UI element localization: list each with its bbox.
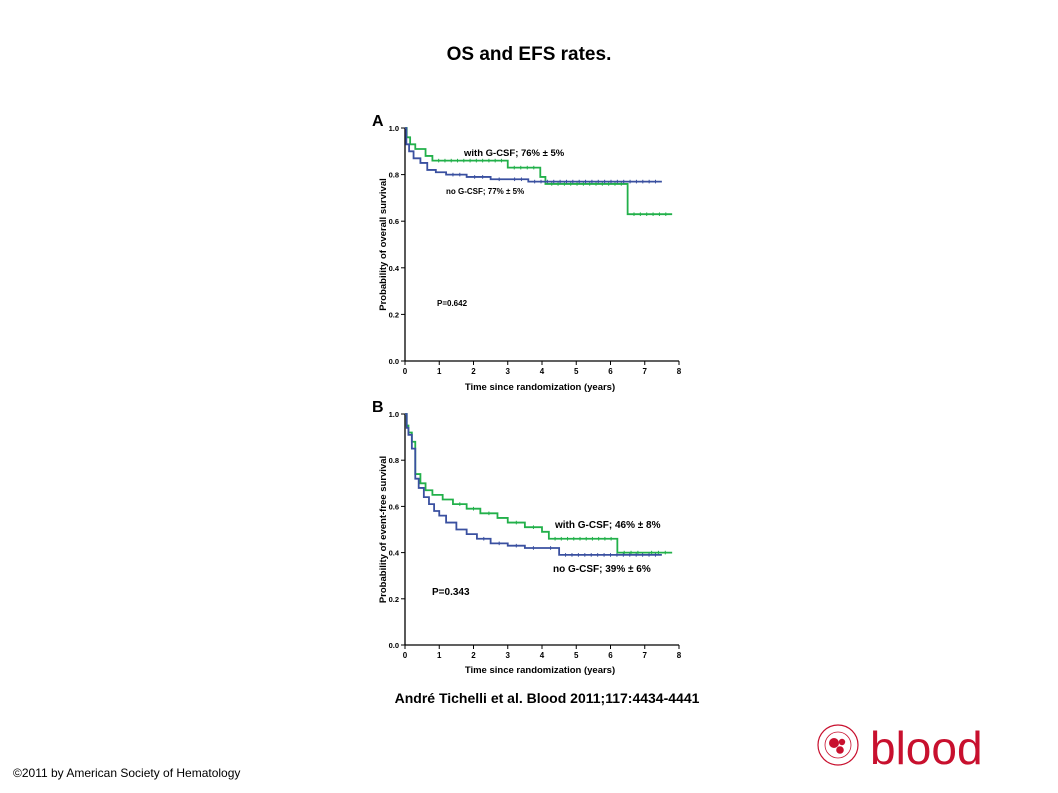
series-line	[405, 413, 662, 556]
panel-b-event-free-survival: B 0.0 0.2 0.4 0.6 0.8 1.0 0 1 2 3 4 5 6 7 8 Time since r…	[372, 399, 682, 676]
citation: André Tichelli et al. Blood 2011;117:443…	[394, 690, 700, 706]
x-tick-label: 8	[677, 367, 682, 376]
y-tick-label: 0.8	[389, 456, 399, 465]
panel-label: A	[372, 113, 384, 130]
x-tick-label: 4	[540, 651, 545, 660]
x-tick-label: 7	[643, 651, 648, 660]
x-tick-label: 6	[608, 651, 613, 660]
x-tick-label: 5	[574, 367, 579, 376]
series-line	[405, 413, 673, 554]
x-tick-label: 0	[403, 367, 408, 376]
series-line	[405, 127, 673, 216]
panel-a-overall-survival: A 0.0 0.2 0.4 0.6 0.8 1.0 0 1 2 3 4 5 6 7 8 Time since r…	[372, 113, 682, 393]
y-tick-label: 1.0	[389, 410, 399, 419]
series-label: with G-CSF; 46% ± 8%	[554, 520, 661, 531]
x-tick-label: 8	[677, 651, 682, 660]
x-tick-label: 1	[437, 367, 442, 376]
x-tick-label: 4	[540, 367, 545, 376]
blood-journal-logo: blood	[817, 722, 983, 770]
x-tick-label: 3	[506, 367, 511, 376]
y-tick-label: 0.2	[389, 595, 399, 604]
y-tick-label: 0.2	[389, 310, 399, 319]
series-label: no G-CSF; 39% ± 6%	[553, 564, 651, 575]
x-axis-title: Time since randomization (years)	[465, 382, 615, 393]
y-tick-label: 0.4	[389, 264, 400, 273]
x-tick-label: 2	[471, 367, 476, 376]
y-tick-label: 0.8	[389, 171, 399, 180]
y-tick-label: 0.4	[389, 549, 400, 558]
slide-title: OS and EFS rates.	[446, 44, 612, 65]
logo-wordmark: blood	[870, 722, 983, 770]
x-tick-label: 5	[574, 651, 579, 660]
y-tick-label: 0.6	[389, 502, 399, 511]
panel-label: B	[372, 399, 384, 416]
y-tick-label: 0.6	[389, 217, 399, 226]
x-tick-label: 6	[608, 367, 613, 376]
x-tick-label: 0	[403, 651, 408, 660]
copyright-notice: ©2011 by American Society of Hematology	[13, 766, 241, 780]
y-tick-label: 0.0	[389, 357, 399, 366]
y-tick-label: 1.0	[389, 124, 399, 133]
p-value-annotation: P=0.642	[437, 299, 468, 308]
y-tick-label: 0.0	[389, 641, 399, 650]
x-tick-label: 1	[437, 651, 442, 660]
x-axis-title: Time since randomization (years)	[465, 665, 615, 676]
y-axis-title: Probability of event-free survival	[378, 456, 389, 603]
x-tick-label: 3	[506, 651, 511, 660]
series-line	[405, 127, 662, 183]
series-label: no G-CSF; 77% ± 5%	[446, 187, 524, 196]
x-tick-label: 2	[471, 651, 476, 660]
p-value-annotation: P=0.343	[432, 587, 470, 598]
ash-seal-icon	[817, 724, 859, 766]
series-label: with G-CSF; 76% ± 5%	[463, 148, 565, 159]
y-axis-title: Probability of overall survival	[378, 178, 389, 311]
x-tick-label: 7	[643, 367, 648, 376]
